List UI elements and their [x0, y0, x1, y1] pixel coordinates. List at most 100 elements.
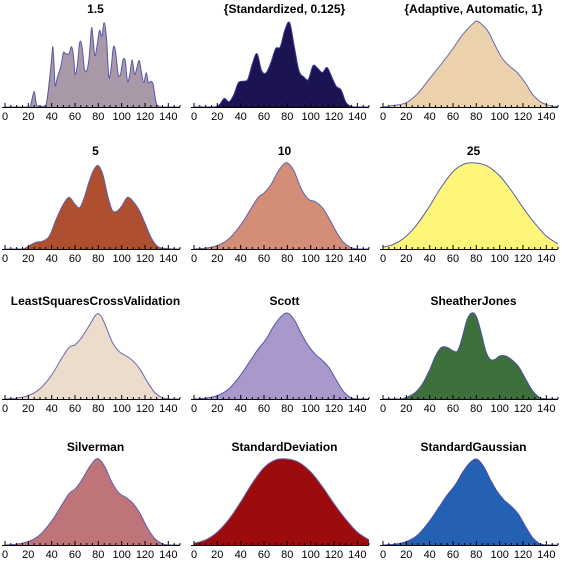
density-curve	[193, 458, 370, 544]
density-plot: 0 20 40 60 80 100 120 140	[2, 313, 181, 415]
density-area	[383, 458, 558, 545]
x-tick-label: 80	[92, 111, 104, 123]
density-panel: Scott 0 20 40 60 80 100 120 140	[191, 292, 378, 434]
x-tick-label: 20	[211, 549, 223, 561]
x-tick-label: 120	[325, 549, 343, 561]
x-tick-label: 20	[400, 403, 412, 415]
panel-title: SheatherJones	[430, 294, 517, 308]
x-tick-label: 40	[235, 549, 247, 561]
kernel-density-grid: 1.5 0 20 40 60 80 100 120 140 {Standardized, 0.12…	[2, 2, 562, 561]
density-panel: 5 0 20 40 60 80 100 120 140	[2, 142, 189, 284]
x-tick-label: 80	[281, 111, 293, 123]
x-tick-label: 60	[258, 253, 270, 265]
density-area	[194, 458, 369, 545]
density-plot: 0 20 40 60 80 100 120 140	[380, 20, 559, 123]
density-plot: 0 20 40 60 80 100 120 140	[2, 22, 181, 123]
x-tick-label: 140	[348, 403, 366, 415]
x-tick-label: 0	[2, 253, 8, 265]
density-plot: 0 20 40 60 80 100 120 140	[380, 312, 559, 415]
x-tick-label: 40	[424, 549, 436, 561]
x-tick-label: 80	[92, 403, 104, 415]
density-area	[194, 21, 369, 107]
density-plot: 0 20 40 60 80 100 120 140	[380, 162, 559, 265]
x-tick-label: 120	[136, 549, 154, 561]
x-tick-label: 120	[136, 111, 154, 123]
x-tick-label: 80	[470, 403, 482, 415]
x-tick-label: 80	[281, 403, 293, 415]
x-tick-label: 120	[136, 253, 154, 265]
x-tick-label: 120	[136, 403, 154, 415]
x-tick-label: 40	[46, 403, 58, 415]
x-tick-label: 140	[348, 253, 366, 265]
density-area	[5, 22, 180, 107]
density-area	[5, 165, 180, 249]
x-tick-label: 100	[302, 253, 320, 265]
x-tick-label: 60	[447, 403, 459, 415]
x-tick-label: 0	[380, 111, 386, 123]
x-tick-label: 80	[92, 253, 104, 265]
density-area	[194, 162, 369, 249]
density-curve	[382, 162, 559, 248]
panel-title: 1.5	[87, 2, 104, 16]
x-tick-label: 40	[235, 403, 247, 415]
x-tick-label: 120	[325, 253, 343, 265]
x-tick-label: 20	[400, 111, 412, 123]
x-tick-label: 0	[2, 403, 8, 415]
density-plot: 0 20 40 60 80 100 120 140	[191, 21, 370, 123]
x-tick-label: 0	[380, 253, 386, 265]
density-plot: 0 20 40 60 80 100 120 140	[191, 162, 370, 265]
x-tick-label: 40	[46, 111, 58, 123]
panel-title: 25	[466, 144, 481, 158]
x-tick-label: 80	[92, 549, 104, 561]
x-tick-label: 100	[302, 549, 320, 561]
density-curve	[383, 312, 558, 400]
x-tick-label: 100	[113, 549, 131, 561]
x-tick-label: 60	[258, 111, 270, 123]
density-area	[194, 312, 369, 399]
x-tick-label: 120	[514, 403, 532, 415]
x-tick-label: 0	[380, 403, 386, 415]
x-tick-label: 20	[211, 403, 223, 415]
x-tick-label: 0	[191, 253, 197, 265]
panel-title: StandardDeviation	[231, 440, 338, 454]
density-curve	[4, 458, 180, 546]
x-tick-label: 0	[191, 549, 197, 561]
density-area	[383, 312, 558, 399]
x-tick-label: 40	[424, 253, 436, 265]
x-tick-label: 140	[537, 403, 555, 415]
x-tick-label: 140	[159, 403, 177, 415]
x-tick-label: 80	[470, 253, 482, 265]
x-tick-label: 120	[514, 111, 532, 123]
density-curve	[194, 21, 369, 108]
x-tick-label: 60	[258, 549, 270, 561]
x-tick-label: 0	[2, 111, 8, 123]
x-tick-label: 60	[69, 549, 81, 561]
density-curve	[193, 162, 369, 250]
x-tick-label: 140	[348, 549, 366, 561]
density-panel: LeastSquaresCrossValidation 0 20 40 60 80 100 1…	[2, 292, 189, 434]
density-curve	[382, 458, 558, 546]
x-tick-label: 140	[537, 253, 555, 265]
x-tick-label: 40	[424, 111, 436, 123]
density-curve	[193, 312, 369, 400]
x-tick-label: 40	[235, 111, 247, 123]
density-panel: StandardDeviation 0 20 40 60 80 100 120 140	[191, 438, 378, 580]
x-tick-label: 140	[159, 253, 177, 265]
density-panel: 25 0 20 40 60 80 100 120 140	[380, 142, 562, 284]
x-tick-label: 80	[470, 111, 482, 123]
x-tick-label: 40	[46, 549, 58, 561]
density-area	[5, 458, 180, 545]
panel-title: 10	[277, 144, 292, 158]
x-tick-label: 60	[258, 403, 270, 415]
x-tick-label: 20	[400, 549, 412, 561]
x-tick-label: 40	[235, 253, 247, 265]
x-tick-label: 0	[191, 111, 197, 123]
x-tick-label: 80	[281, 549, 293, 561]
x-tick-label: 20	[400, 253, 412, 265]
x-tick-label: 80	[470, 549, 482, 561]
x-tick-label: 20	[22, 403, 34, 415]
density-area	[383, 20, 558, 107]
panel-title: LeastSquaresCrossValidation	[10, 294, 181, 308]
x-tick-label: 100	[302, 403, 320, 415]
x-tick-label: 60	[447, 253, 459, 265]
